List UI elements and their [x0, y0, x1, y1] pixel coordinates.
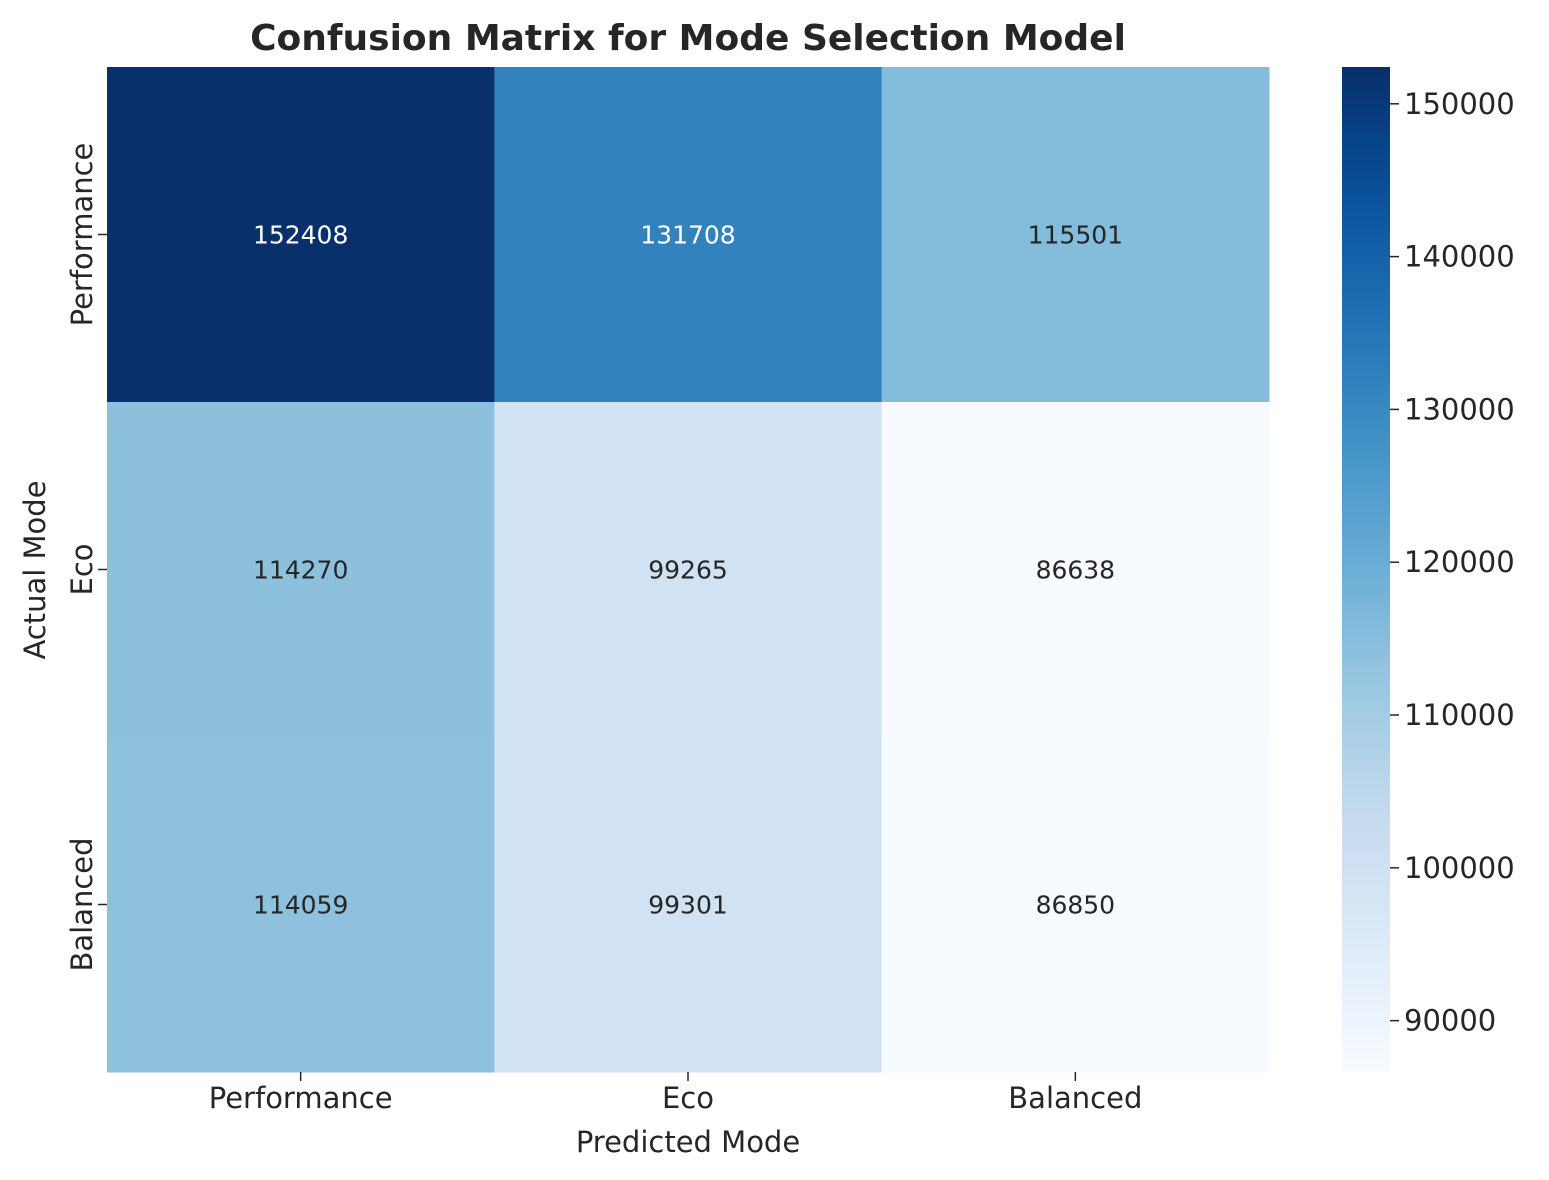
y-axis-label: Actual Mode — [18, 480, 52, 659]
colorbar-tick-label: 100000 — [1404, 851, 1515, 885]
heatmap-cell — [494, 67, 883, 403]
cell-value-label: 115501 — [1028, 221, 1123, 250]
heatmap-cell — [881, 402, 1270, 738]
y-tick-label: Eco — [65, 543, 99, 595]
chart-title: Confusion Matrix for Mode Selection Mode… — [250, 18, 1126, 59]
cell-value-label: 99301 — [648, 891, 728, 920]
y-tick-label: Balanced — [65, 837, 99, 971]
cell-value-label: 86638 — [1036, 556, 1116, 585]
y-axis-ticks: Performance Eco Balanced — [65, 143, 107, 972]
x-tick-label: Performance — [209, 1081, 393, 1115]
cell-value-label: 114059 — [253, 891, 348, 920]
y-tick-label: Performance — [65, 143, 99, 327]
colorbar-tick-label: 110000 — [1404, 698, 1515, 732]
colorbar-tick-label: 90000 — [1404, 1004, 1496, 1038]
cell-value-label: 114270 — [253, 556, 348, 585]
x-tick-label: Eco — [662, 1081, 714, 1115]
colorbar-ticks: 90000 100000 110000 120000 130000 140000 15000… — [1390, 87, 1515, 1038]
heatmap-cells — [107, 67, 1270, 1073]
colorbar-tick-label: 120000 — [1404, 545, 1515, 579]
colorbar-tick-label: 140000 — [1404, 240, 1515, 274]
x-axis-ticks: Performance Eco Balanced — [209, 1072, 1142, 1115]
cell-value-label: 131708 — [640, 221, 735, 250]
heatmap-cell — [494, 402, 883, 738]
heatmap-cell — [107, 737, 495, 1073]
heatmap-cell — [881, 737, 1270, 1073]
heatmap-cell — [107, 402, 495, 738]
heatmap-cell — [881, 67, 1270, 403]
cell-value-label: 152408 — [253, 221, 348, 250]
colorbar — [1342, 67, 1390, 1072]
x-tick-label: Balanced — [1008, 1081, 1142, 1115]
cell-annotations: 152408 131708 115501 114270 99265 86638 114059… — [253, 221, 1123, 920]
colorbar-tick-label: 150000 — [1404, 87, 1515, 121]
heatmap-cell — [494, 737, 883, 1073]
heatmap-cell — [107, 67, 495, 403]
x-axis-label: Predicted Mode — [576, 1125, 800, 1159]
colorbar-tick-label: 130000 — [1404, 392, 1515, 426]
cell-value-label: 86850 — [1036, 891, 1116, 920]
cell-value-label: 99265 — [648, 556, 728, 585]
